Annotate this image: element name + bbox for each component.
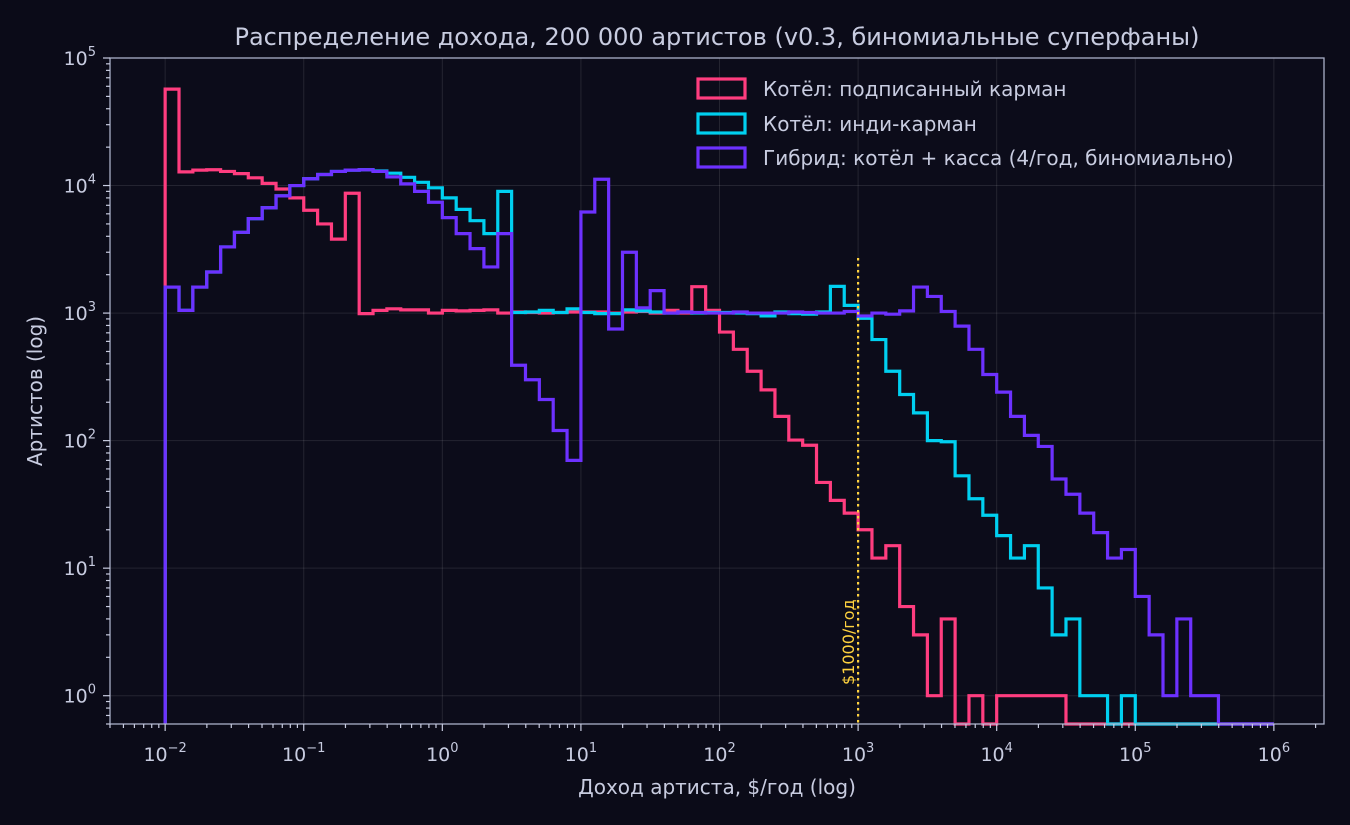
y-tick-label: 102 (64, 428, 96, 453)
y-tick-label: 103 (64, 300, 96, 325)
x-axis-ticks: 10−2 10−1 100 101 102 103 104 105 106 (109, 724, 1317, 766)
legend-label-signed: Котёл: подписанный карман (763, 77, 1067, 101)
histogram-series-3 (163, 168, 1274, 726)
legend-swatch-indie (696, 112, 747, 135)
y-axis-label: Артистов (log) (23, 316, 47, 466)
chart-title: Распределение дохода, 200 000 артистов (… (235, 23, 1200, 51)
legend-label-indie: Котёл: инди-карман (763, 112, 977, 136)
x-axis-label: Доход артиста, $/год (log) (578, 775, 856, 799)
x-tick-label: 100 (426, 741, 458, 766)
reference-line-label: $1000/год (839, 599, 858, 685)
y-axis-ticks: 100 101 102 103 104 105 (64, 45, 110, 725)
x-tick-label: 106 (1258, 741, 1290, 766)
legend-swatch-signed (696, 77, 747, 100)
y-tick-label: 101 (64, 555, 96, 580)
plot-area (110, 58, 1324, 724)
plot-frame (109, 57, 1325, 725)
x-tick-label: 102 (703, 741, 735, 766)
x-tick-label: 10−1 (282, 741, 325, 766)
reference-line-layer: $1000/год (839, 258, 860, 724)
y-tick-label: 104 (64, 173, 96, 198)
x-tick-label: 101 (565, 741, 597, 766)
legend-label-hybrid: Гибрид: котёл + касса (4/год, биномиальн… (763, 146, 1234, 170)
series-layer (163, 87, 1274, 726)
x-tick-label: 10−2 (143, 741, 186, 766)
x-tick-label: 103 (842, 741, 874, 766)
legend-swatch-hybrid (696, 146, 747, 169)
y-tick-label: 100 (64, 683, 96, 708)
x-tick-label: 105 (1119, 741, 1151, 766)
legend: Котёл: подписанный карман Котёл: инди-ка… (696, 77, 1234, 170)
x-tick-label: 104 (980, 741, 1012, 766)
y-tick-label: 105 (64, 45, 96, 70)
